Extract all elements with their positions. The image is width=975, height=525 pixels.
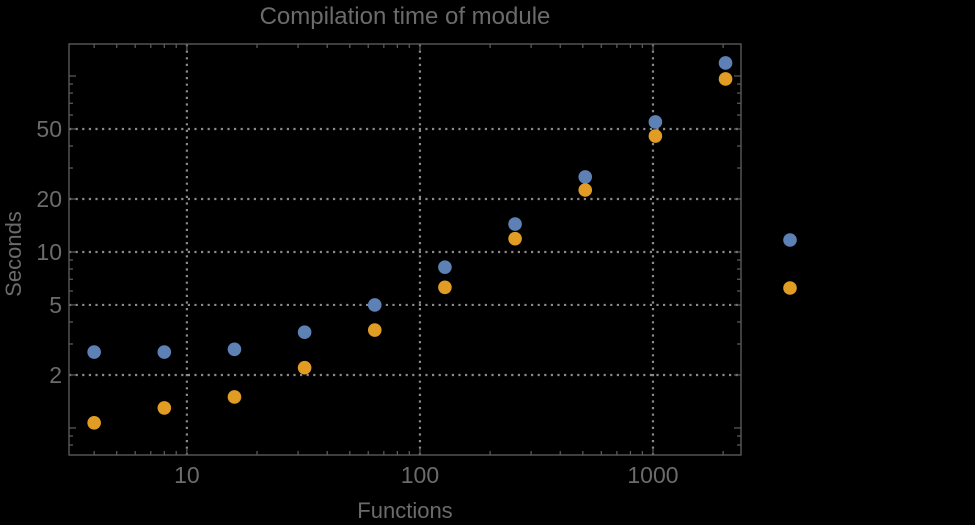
data-point-orange xyxy=(508,231,522,246)
y-tick-label: 10 xyxy=(36,239,62,265)
legend-marker-series-1 xyxy=(783,233,797,247)
data-point-orange xyxy=(648,129,663,143)
data-point-blue xyxy=(157,345,172,359)
data-point-orange xyxy=(157,401,172,415)
y-tick-label: 50 xyxy=(36,116,62,142)
data-point-orange xyxy=(438,280,452,295)
data-point-blue xyxy=(297,325,312,340)
data-point-blue xyxy=(438,260,452,274)
x-tick-label: 1000 xyxy=(627,462,678,488)
chart-title: Compilation time of module xyxy=(259,3,551,30)
y-axis-label: Seconds xyxy=(1,211,26,297)
data-point-blue xyxy=(227,342,242,357)
data-point-blue xyxy=(648,115,663,129)
data-point-blue xyxy=(718,56,733,70)
x-tick-label: 100 xyxy=(401,462,439,488)
data-point-blue xyxy=(87,345,101,359)
legend-marker-series-2 xyxy=(783,281,797,295)
data-point-blue xyxy=(578,170,593,184)
x-axis-label: Functions xyxy=(357,498,453,523)
data-point-orange xyxy=(367,323,382,337)
y-tick-label: 2 xyxy=(49,362,62,388)
data-point-blue xyxy=(508,217,522,231)
y-tick-label: 5 xyxy=(49,292,62,318)
data-point-orange xyxy=(87,415,101,430)
data-point-orange xyxy=(297,360,312,375)
y-tick-label: 20 xyxy=(36,186,62,212)
plot-frame xyxy=(68,43,742,456)
data-point-orange xyxy=(227,390,242,404)
x-tick-label: 10 xyxy=(174,462,200,488)
data-point-blue xyxy=(367,298,382,312)
data-point-orange xyxy=(718,72,733,86)
data-point-orange xyxy=(578,183,593,197)
